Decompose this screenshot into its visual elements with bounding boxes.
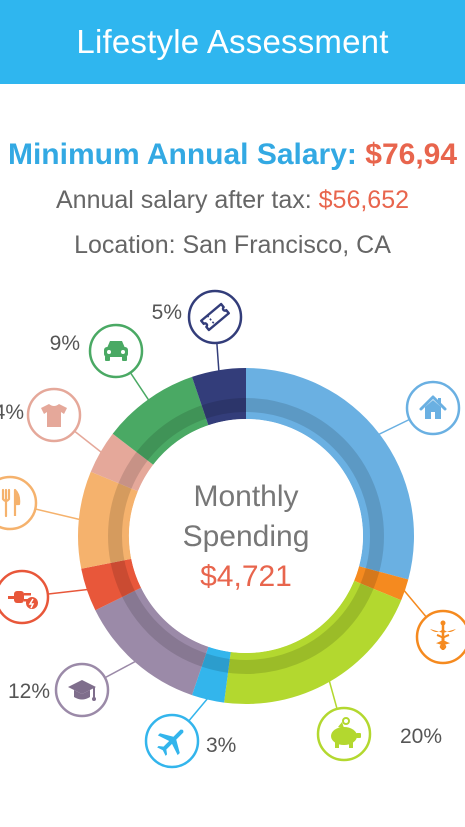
caduceus-icon	[415, 609, 465, 665]
fork-knife-icon	[0, 475, 38, 531]
plug-icon	[0, 569, 50, 625]
slice-housing	[246, 368, 415, 580]
slice-transportation	[112, 376, 209, 465]
after-tax-line: Annual salary after tax: $56,652	[0, 186, 465, 215]
slice-savings	[224, 580, 402, 704]
slice-education	[95, 587, 209, 696]
pct-label-transportation: 9%	[50, 332, 80, 355]
piggy-bank-icon	[316, 706, 372, 762]
donut-hole	[129, 419, 363, 653]
slice-entertainment	[191, 368, 246, 426]
slice-clothing	[90, 433, 154, 492]
graduation-cap-icon	[54, 662, 110, 718]
pct-label-savings: 20%	[400, 725, 442, 748]
slice-travel	[191, 646, 231, 703]
airplane-icon	[144, 713, 200, 769]
min-salary-line: Minimum Annual Salary: $76,94	[0, 138, 465, 172]
location-text: Location: San Francisco, CA	[74, 231, 391, 259]
house-icon	[405, 380, 461, 436]
pct-label-travel: 3%	[206, 734, 236, 757]
tshirt-icon	[26, 387, 82, 443]
pct-label-entertainment: 5%	[152, 301, 182, 324]
slice-utilities	[81, 558, 142, 611]
min-salary-value: $76,94	[365, 138, 458, 171]
app-header: Lifestyle Assessment	[0, 0, 465, 84]
center-label-line2: Spending	[182, 520, 310, 553]
after-tax-value: $56,652	[318, 186, 410, 214]
pct-label-education: 12%	[8, 680, 50, 703]
min-salary-label: Minimum Annual Salary:	[7, 138, 357, 171]
slice-dining	[78, 471, 138, 569]
slice-medical	[354, 566, 409, 601]
monthly-spending-amount: $4,721	[200, 560, 292, 593]
center-label-line1: Monthly	[193, 480, 299, 513]
donut-inner-shadow	[108, 398, 384, 674]
after-tax-label: Annual salary after tax:	[55, 186, 312, 214]
page-title: Lifestyle Assessment	[76, 23, 389, 60]
pct-label-clothing: 4%	[0, 401, 24, 424]
car-icon	[88, 323, 144, 379]
ticket-icon	[187, 289, 243, 345]
